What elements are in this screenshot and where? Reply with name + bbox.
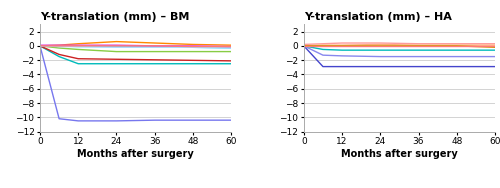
- Text: Y-translation (mm) – BM: Y-translation (mm) – BM: [40, 12, 190, 22]
- X-axis label: Months after surgery: Months after surgery: [341, 149, 458, 159]
- X-axis label: Months after surgery: Months after surgery: [77, 149, 194, 159]
- Text: Y-translation (mm) – HA: Y-translation (mm) – HA: [304, 12, 452, 22]
